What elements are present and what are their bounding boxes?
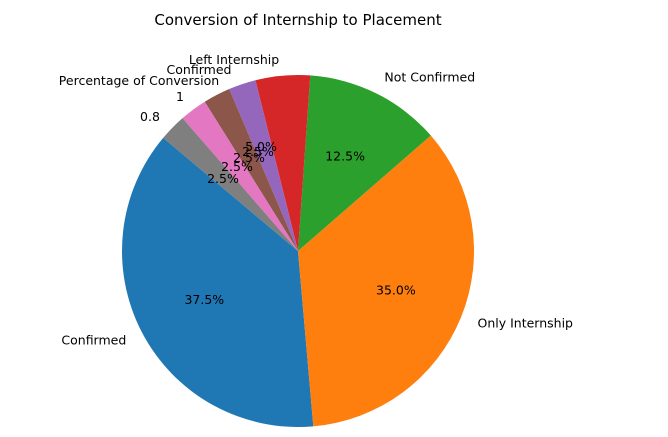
slice-percent: 2.5% [242,144,274,159]
slice-percent: 12.5% [325,149,365,164]
pie-slice [122,137,314,427]
slice-percent: 37.5% [184,292,224,307]
slice-percent: 2.5% [233,150,265,165]
extra-label: Percentage of Conversion [59,73,219,88]
pie-slice [298,75,431,252]
pie-slices [122,75,475,427]
pie-slice [255,75,311,251]
slice-label: Confirmed [167,62,232,77]
slice-percent: 35.0% [376,283,416,298]
pie-slice [229,80,298,251]
pie-slice [182,101,298,252]
slice-percent: 5.0% [245,139,277,154]
slice-label: Only Internship [478,316,574,331]
slice-percent: 2.5% [221,159,253,174]
pie-slice [163,118,298,251]
slice-labels: Confirmed Only Internship Not Confirmed Lef… [61,52,573,347]
slice-label: 1 [176,89,184,104]
chart-title: Conversion of Internship to Placement [154,11,441,29]
pie-slice [204,88,298,252]
slice-label: Confirmed [61,332,126,347]
slice-label: Not Confirmed [384,70,475,85]
pie-slice [298,135,475,427]
slice-percent: 2.5% [207,171,239,186]
slice-label: Left Internship [189,52,279,67]
slice-percent-labels: 37.5%35.0%12.5%5.0%2.5%2.5%2.5%2.5% [184,139,415,307]
slice-label: 0.8 [140,109,160,124]
